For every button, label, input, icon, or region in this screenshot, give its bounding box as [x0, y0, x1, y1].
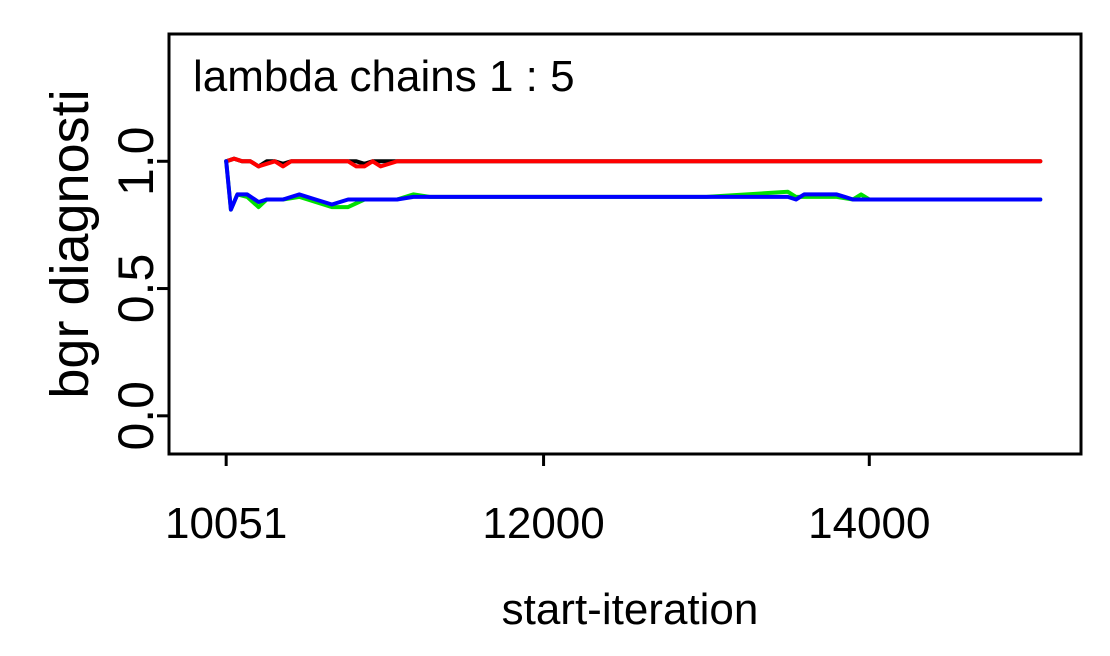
y-tick-label: 1.0	[108, 127, 164, 197]
x-ticks: 10051 12000 14000	[165, 454, 930, 548]
y-tick-label: 0.5	[108, 254, 164, 324]
plot-frame	[167, 32, 1083, 456]
chart-title: lambda chains 1 : 5	[193, 52, 575, 101]
y-axis-label: bgr diagnosti	[40, 89, 100, 398]
x-tick-label: 14000	[808, 499, 930, 548]
x-tick-label: 12000	[482, 499, 604, 548]
series-layer	[224, 156, 1043, 212]
y-tick-label: 0.0	[108, 381, 164, 451]
x-tick-label: 10051	[165, 499, 287, 548]
series-line-2	[224, 156, 1043, 169]
x-axis-label: start-iteration	[502, 585, 759, 634]
series-line-4	[224, 159, 1043, 212]
y-ticks: 0.0 0.5 1.0	[108, 127, 169, 451]
